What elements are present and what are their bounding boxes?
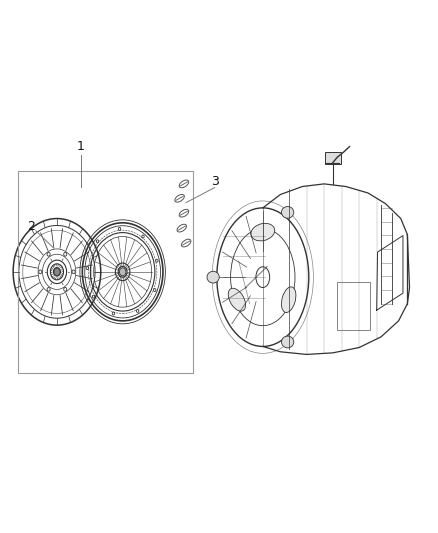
Bar [18, 171, 193, 373]
Circle shape [120, 268, 126, 276]
Circle shape [72, 270, 75, 274]
Text: 1: 1 [77, 140, 85, 153]
Circle shape [39, 270, 42, 274]
Ellipse shape [282, 206, 294, 218]
Circle shape [64, 287, 67, 291]
Circle shape [64, 253, 67, 256]
Circle shape [47, 253, 50, 256]
Text: 3: 3 [211, 175, 219, 188]
Ellipse shape [282, 336, 294, 348]
Ellipse shape [228, 288, 246, 311]
Ellipse shape [207, 271, 219, 283]
Bar [337, 282, 370, 330]
Ellipse shape [282, 287, 296, 312]
Bar [325, 152, 341, 164]
Circle shape [54, 268, 60, 276]
Text: 2: 2 [28, 220, 35, 233]
Circle shape [47, 287, 50, 291]
Ellipse shape [251, 223, 275, 241]
